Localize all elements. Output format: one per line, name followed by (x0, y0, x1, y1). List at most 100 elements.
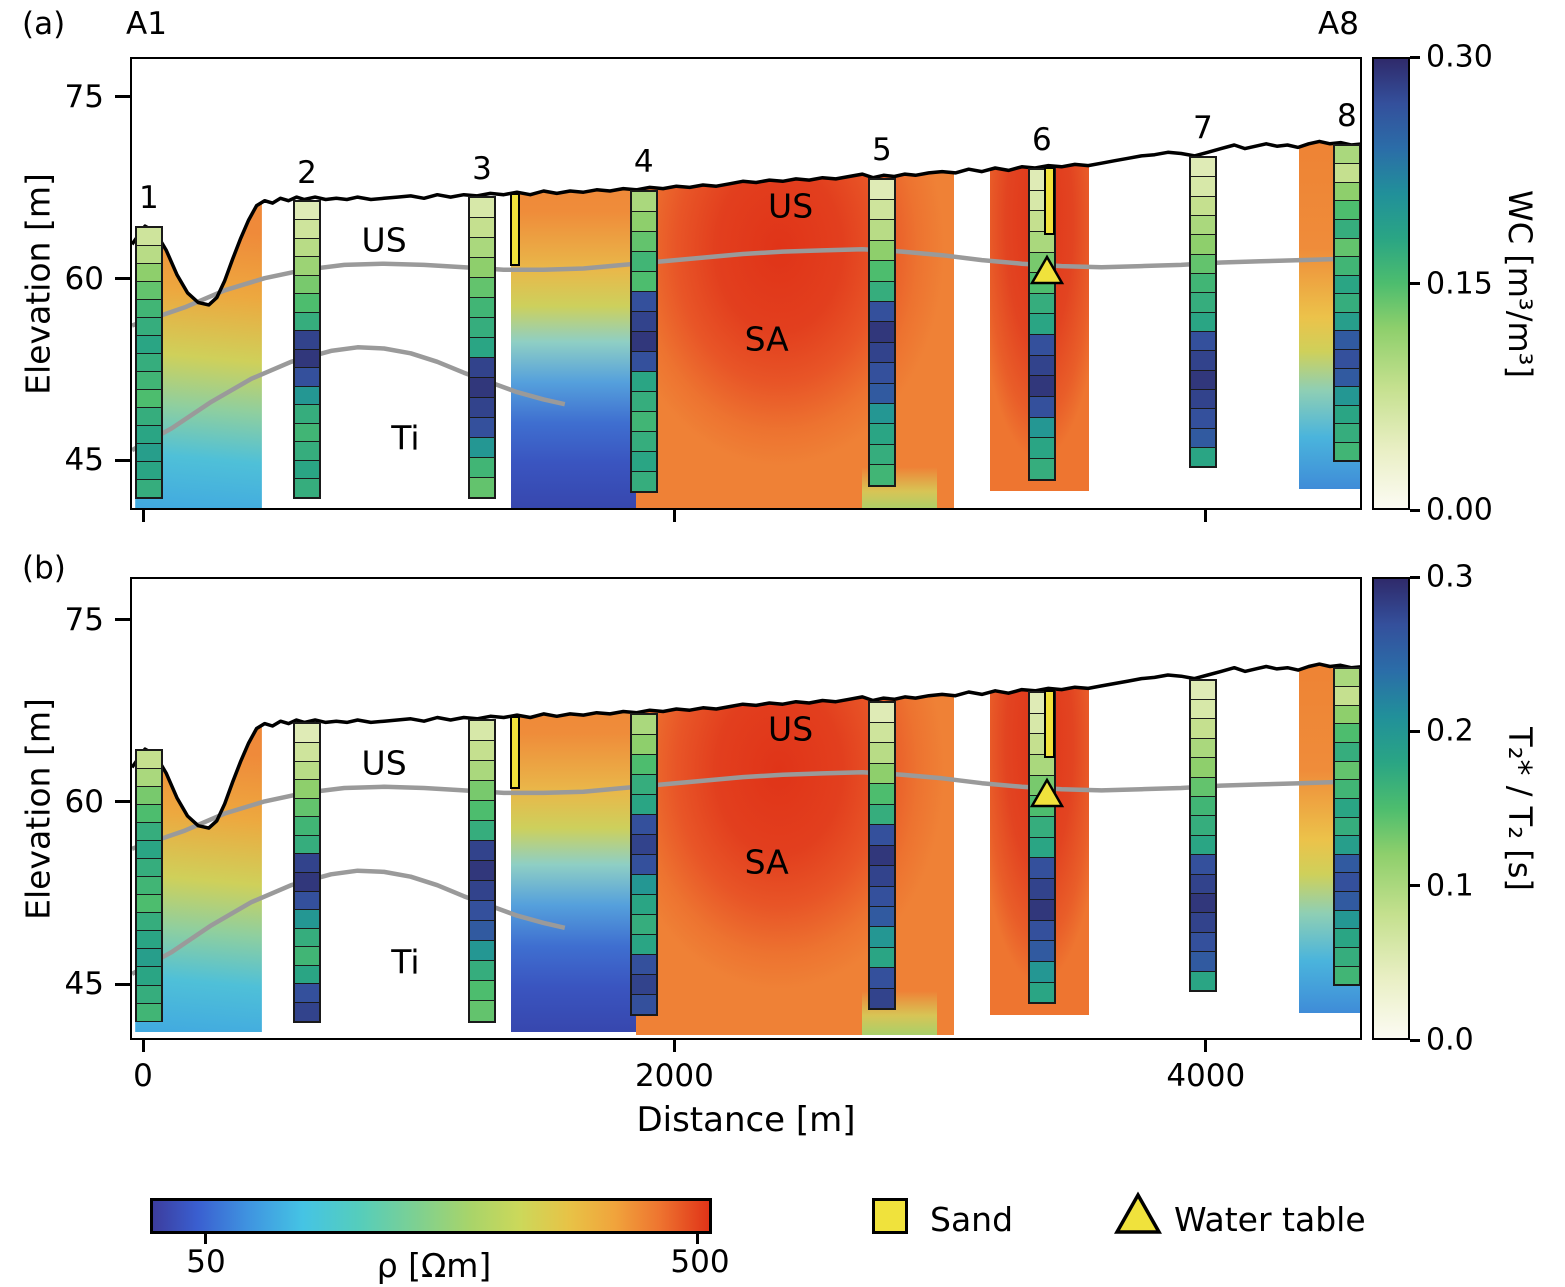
borehole-cell (136, 949, 161, 968)
borehole-column-1 (134, 226, 163, 499)
borehole-cell (295, 854, 319, 874)
borehole-cell (470, 317, 494, 338)
borehole-cell (870, 968, 894, 989)
borehole-cell (1029, 982, 1054, 1003)
borehole-cell (470, 901, 494, 922)
colorbar-a (1372, 57, 1410, 510)
borehole-cell (136, 823, 161, 842)
borehole-cell (631, 291, 656, 312)
borehole-cell (1334, 836, 1359, 855)
borehole-cell (1190, 894, 1215, 914)
borehole-cell (1190, 971, 1215, 991)
x-tick-label: 2000 (634, 1058, 714, 1094)
plot-area-b: US US SA Ti (130, 577, 1362, 1040)
colorbar-tick-label: 0.30 (1426, 39, 1493, 75)
borehole-cell (136, 751, 161, 770)
borehole-cell (631, 431, 656, 452)
borehole-cell (870, 363, 894, 384)
borehole-cell (470, 377, 494, 398)
borehole-cell (870, 845, 894, 867)
borehole-cell (295, 910, 319, 929)
profile-start-label: A1 (126, 6, 167, 42)
borehole-cell (470, 437, 494, 458)
unit-label-us: US (361, 220, 407, 259)
panel-b-tag: (b) (22, 550, 66, 586)
borehole-cell (470, 740, 494, 761)
borehole-number-3: 3 (472, 151, 492, 188)
borehole-cell (295, 238, 319, 258)
borehole-cell (136, 371, 161, 390)
colorbar-tick (1410, 729, 1420, 733)
borehole-cell (1029, 879, 1054, 900)
borehole-cell (1190, 273, 1215, 294)
borehole-cell (136, 1003, 161, 1021)
borehole-cell (470, 800, 494, 822)
borehole-cell (1334, 910, 1359, 930)
borehole-cell (870, 322, 894, 343)
borehole-cell (1334, 817, 1359, 837)
resistivity-patch (510, 711, 636, 1033)
borehole-cell (631, 714, 656, 735)
borehole-cell (1190, 157, 1215, 178)
resistivity-patch (510, 188, 636, 508)
y-tick-label: 60 (64, 260, 104, 297)
x-axis-title: Distance [m] (636, 1100, 856, 1140)
borehole-cell (1029, 438, 1054, 459)
borehole-cell (870, 743, 894, 764)
borehole-column-7 (1188, 155, 1217, 469)
borehole-cell (470, 1001, 494, 1021)
borehole-cell (631, 331, 656, 352)
borehole-cell (1190, 913, 1215, 933)
borehole-cell (1190, 700, 1215, 720)
borehole-cell (1190, 351, 1215, 371)
borehole-cell (470, 277, 494, 298)
borehole-cell (631, 734, 656, 755)
legend-water-table-icon (1114, 1191, 1162, 1234)
borehole-cell (295, 312, 319, 332)
borehole-cell (1190, 448, 1215, 467)
borehole-cell (1190, 196, 1215, 216)
plot-area-a: 1 2 3 4 5 6 7 8 US US SA Ti (130, 57, 1362, 510)
borehole-cell (1334, 687, 1359, 706)
borehole-cell (470, 237, 494, 258)
unit-label-us: US (768, 709, 814, 748)
borehole-cell (1190, 235, 1215, 255)
borehole-cell (1029, 376, 1054, 398)
borehole-cell (470, 760, 494, 781)
borehole-cell (470, 357, 494, 378)
borehole-cell (1334, 201, 1359, 221)
borehole-cell (1334, 294, 1359, 313)
borehole-cell (1334, 387, 1359, 406)
y-axis-tick (115, 458, 130, 462)
borehole-number-2: 2 (297, 154, 317, 191)
borehole-cell (470, 941, 494, 962)
unit-label-sa: SA (744, 319, 789, 359)
rho-tick-label-500: 500 (670, 1244, 730, 1280)
y-axis-tick (115, 277, 130, 281)
borehole-cell (1190, 390, 1215, 410)
borehole-cell (136, 299, 161, 318)
borehole-cell (295, 1003, 319, 1021)
borehole-cell (295, 780, 319, 799)
y-tick-label: 60 (64, 783, 104, 820)
borehole-number-8: 8 (1337, 97, 1357, 134)
borehole-cell (470, 720, 494, 741)
borehole-cell (870, 444, 894, 466)
borehole-cell (470, 981, 494, 1002)
borehole-cell (295, 928, 319, 948)
borehole-column-4 (629, 712, 658, 1017)
legend-sand-label: Sand (930, 1200, 1014, 1239)
borehole-number-7: 7 (1193, 110, 1213, 146)
borehole-cell (1190, 855, 1215, 875)
borehole-cell (1334, 331, 1359, 350)
borehole-cell (136, 282, 161, 300)
borehole-cell (870, 804, 894, 826)
y-tick-label: 75 (64, 78, 104, 115)
borehole-cell (1190, 215, 1215, 236)
borehole-cell (1334, 220, 1359, 239)
borehole-cell (136, 859, 161, 878)
borehole-cell (470, 881, 494, 902)
borehole-cell (1190, 177, 1215, 197)
borehole-column-3 (468, 718, 496, 1023)
borehole-cell (870, 907, 894, 928)
